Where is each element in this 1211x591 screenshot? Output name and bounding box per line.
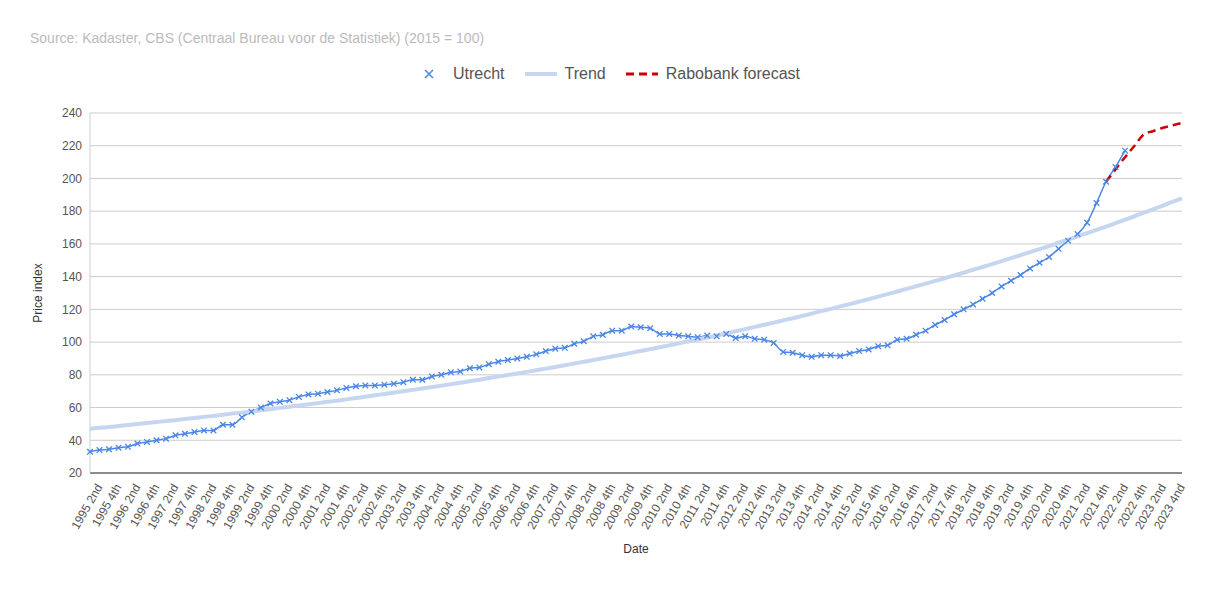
html-text:Utrecht: Utrecht — [453, 65, 505, 82]
svg-text:2009 4th: 2009 4th — [620, 481, 657, 529]
svg-text:200: 200 — [62, 172, 82, 186]
svg-text:2006 4th: 2006 4th — [506, 481, 543, 529]
svg-text:2015 4th: 2015 4th — [848, 481, 885, 529]
svg-text:2004 4th: 2004 4th — [430, 481, 467, 529]
svg-text:2020 4th: 2020 4th — [1038, 481, 1075, 529]
svg-text:2018 2nd: 2018 2nd — [942, 481, 980, 532]
html-text:Source: Kadaster, CBS (Centraa: Source: Kadaster, CBS (Centraal Bureau v… — [30, 30, 485, 46]
svg-text:2002 2nd: 2002 2nd — [334, 481, 372, 532]
svg-text:2011 2nd: 2011 2nd — [676, 481, 714, 532]
svg-text:2012 2nd: 2012 2nd — [714, 481, 752, 532]
svg-text:1995 4th: 1995 4th — [89, 481, 125, 529]
svg-text:2014 4th: 2014 4th — [810, 481, 847, 529]
svg-text:2010 4th: 2010 4th — [658, 481, 695, 529]
svg-text:1997 2nd: 1997 2nd — [144, 481, 182, 532]
svg-text:2005 2nd: 2005 2nd — [448, 481, 486, 532]
svg-text:2013 2nd: 2013 2nd — [752, 481, 790, 532]
svg-text:Date: Date — [623, 542, 649, 556]
svg-text:2005 4th: 2005 4th — [468, 481, 505, 529]
svg-text:100: 100 — [62, 335, 82, 349]
svg-text:2001 2nd: 2001 2nd — [296, 481, 334, 532]
svg-text:2021 4th: 2021 4th — [1076, 481, 1113, 529]
svg-text:1997 4th: 1997 4th — [165, 481, 201, 529]
svg-text:2018 4th: 2018 4th — [962, 481, 999, 529]
svg-text:2000 2nd: 2000 2nd — [258, 481, 296, 532]
svg-text:60: 60 — [69, 401, 83, 415]
svg-text:40: 40 — [69, 434, 83, 448]
svg-text:2009 2nd: 2009 2nd — [600, 481, 638, 532]
svg-text:2021 2nd: 2021 2nd — [1056, 481, 1094, 532]
svg-text:Price index: Price index — [31, 263, 45, 322]
svg-text:240: 240 — [62, 106, 82, 120]
svg-text:1999 2nd: 1999 2nd — [220, 481, 258, 532]
svg-text:20: 20 — [69, 466, 83, 480]
svg-text:1996 4th: 1996 4th — [127, 481, 163, 529]
svg-text:2013 4th: 2013 4th — [772, 481, 809, 529]
svg-text:2022 2nd: 2022 2nd — [1093, 481, 1132, 532]
svg-text:2023 4nd: 2023 4nd — [1151, 482, 1188, 532]
svg-text:2023 2nd: 2023 2nd — [1131, 481, 1170, 532]
svg-text:140: 140 — [62, 270, 82, 284]
svg-text:2000 4th: 2000 4th — [279, 481, 315, 529]
svg-text:2017 4th: 2017 4th — [924, 481, 961, 529]
svg-text:2012 4th: 2012 4th — [734, 481, 771, 529]
svg-text:1998 2nd: 1998 2nd — [182, 481, 220, 532]
svg-text:2011 4th: 2011 4th — [697, 481, 733, 529]
svg-text:1996 2nd: 1996 2nd — [106, 481, 144, 532]
svg-text:2003 2nd: 2003 2nd — [372, 481, 410, 532]
svg-text:2008 4th: 2008 4th — [582, 481, 619, 529]
svg-text:2003 4th: 2003 4th — [392, 481, 429, 529]
html-text:Trend: Trend — [564, 65, 606, 82]
svg-text:2022 4th: 2022 4th — [1114, 481, 1151, 529]
svg-text:2020 2nd: 2020 2nd — [1018, 481, 1056, 532]
svg-text:2016 4th: 2016 4th — [886, 481, 923, 529]
svg-text:80: 80 — [69, 368, 83, 382]
svg-text:2007 2nd: 2007 2nd — [524, 481, 562, 532]
svg-text:180: 180 — [62, 204, 82, 218]
svg-text:2015 2nd: 2015 2nd — [828, 481, 866, 532]
svg-text:2016 2nd: 2016 2nd — [866, 481, 904, 532]
html-text:Rabobank forecast: Rabobank forecast — [665, 65, 800, 82]
svg-text:1998 4th: 1998 4th — [203, 481, 239, 529]
svg-text:2001 4th: 2001 4th — [317, 481, 353, 529]
svg-text:2004 2nd: 2004 2nd — [410, 481, 448, 532]
svg-text:2014 2nd: 2014 2nd — [790, 481, 828, 532]
svg-text:2002 4th: 2002 4th — [354, 481, 391, 529]
svg-text:2019 4th: 2019 4th — [1000, 481, 1037, 529]
svg-text:160: 160 — [62, 237, 82, 251]
svg-text:220: 220 — [62, 139, 82, 153]
svg-text:1995 2nd: 1995 2nd — [68, 481, 106, 532]
svg-text:2010 2nd: 2010 2nd — [638, 481, 676, 532]
svg-text:2019 2nd: 2019 2nd — [980, 481, 1018, 532]
svg-text:1999 4th: 1999 4th — [241, 481, 277, 529]
svg-text:2007 4th: 2007 4th — [544, 481, 581, 529]
svg-text:2017 2nd: 2017 2nd — [904, 481, 942, 532]
svg-text:2008 2nd: 2008 2nd — [562, 481, 600, 532]
svg-text:120: 120 — [62, 303, 82, 317]
svg-text:2006 2nd: 2006 2nd — [486, 481, 524, 532]
